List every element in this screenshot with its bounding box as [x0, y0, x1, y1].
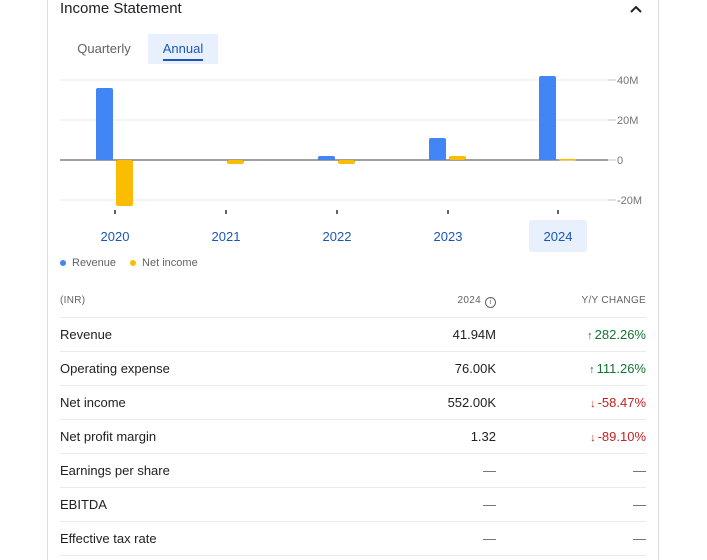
row-change: — [633, 531, 646, 546]
net-income-bar [559, 159, 576, 161]
row-value: 41.94M [453, 327, 496, 342]
row-label: Net income [60, 395, 126, 410]
row-change: — [633, 463, 646, 478]
row-value: 552.00K [448, 395, 496, 410]
row-change-value: 282.26% [595, 327, 646, 342]
x-tick-mark [447, 210, 449, 214]
chart-legend: Revenue Net income [60, 257, 198, 269]
x-tick-mark [114, 210, 116, 214]
row-change-value: -58.47% [598, 395, 646, 410]
row-label: Revenue [60, 327, 112, 342]
y-tick-label: 20M [617, 115, 638, 127]
row-label: Net profit margin [60, 429, 156, 444]
legend-revenue-label: Revenue [72, 257, 116, 269]
row-value: 76.00K [455, 361, 496, 376]
row-change: ↓-89.10% [590, 429, 646, 444]
table-row: Net profit margin 1.32 ↓-89.10% [60, 420, 646, 454]
x-tick-mark [336, 210, 338, 214]
row-change-value: — [633, 531, 646, 546]
x-tick-mark [557, 210, 559, 214]
row-change: ↑111.26% [589, 361, 646, 376]
legend-item-net-income: Net income [130, 257, 198, 269]
arrow-up-icon: ↑ [589, 364, 595, 376]
row-change-value: — [633, 497, 646, 512]
row-change-value: — [633, 463, 646, 478]
row-value: — [483, 531, 496, 546]
y-tick-label: 0 [617, 155, 623, 167]
row-change: ↓-58.47% [590, 395, 646, 410]
table-row: Revenue 41.94M ↑282.26% [60, 318, 646, 352]
table-header: (INR) 2024 i Y/Y CHANGE [60, 284, 646, 318]
row-change-value: -89.10% [598, 429, 646, 444]
arrow-down-icon: ↓ [590, 432, 596, 444]
net-income-bar [116, 160, 133, 206]
net-income-swatch-icon [130, 260, 136, 266]
x-tick-label: 2020 [101, 229, 130, 244]
row-label: EBITDA [60, 497, 107, 512]
row-label: Operating expense [60, 361, 170, 376]
row-label: Effective tax rate [60, 531, 157, 546]
row-label: Earnings per share [60, 463, 170, 478]
y-tick-label: -20M [617, 195, 642, 207]
row-change: — [633, 497, 646, 512]
row-value: — [483, 463, 496, 478]
arrow-down-icon: ↓ [590, 398, 596, 410]
legend-item-revenue: Revenue [60, 257, 116, 269]
income-chart: 40M 20M 0 -20M 2020 2021 2022 2023 2024 [48, 0, 658, 260]
change-header: Y/Y CHANGE [582, 295, 647, 306]
x-tick-mark [225, 210, 227, 214]
table-row: EBITDA — — [60, 488, 646, 522]
revenue-bar [96, 88, 113, 160]
y-tick-label: 40M [617, 75, 638, 87]
year-header: 2024 i [458, 295, 496, 308]
row-change-value: 111.26% [597, 361, 646, 376]
revenue-bar [429, 138, 446, 160]
x-tick-label: 2022 [323, 229, 352, 244]
row-value: 1.32 [471, 429, 496, 444]
table-row: Net income 552.00K ↓-58.47% [60, 386, 646, 420]
net-income-bar [227, 160, 244, 164]
arrow-up-icon: ↑ [587, 330, 593, 342]
legend-net-income-label: Net income [142, 257, 198, 269]
x-tick-label: 2024 [544, 229, 573, 244]
row-value: — [483, 497, 496, 512]
table-row: Earnings per share — — [60, 454, 646, 488]
revenue-swatch-icon [60, 260, 66, 266]
table-row: Operating expense 76.00K ↑111.26% [60, 352, 646, 386]
revenue-bar [318, 156, 335, 160]
table-row: Effective tax rate — — [60, 522, 646, 556]
year-header-label: 2024 [458, 295, 481, 306]
x-tick-label: 2021 [212, 229, 241, 244]
currency-header: (INR) [60, 295, 85, 306]
info-icon[interactable]: i [485, 297, 496, 308]
x-tick-label: 2023 [434, 229, 463, 244]
revenue-bar [539, 76, 556, 160]
net-income-bar [449, 156, 466, 160]
net-income-bar [338, 160, 355, 164]
row-change: ↑282.26% [587, 327, 646, 342]
